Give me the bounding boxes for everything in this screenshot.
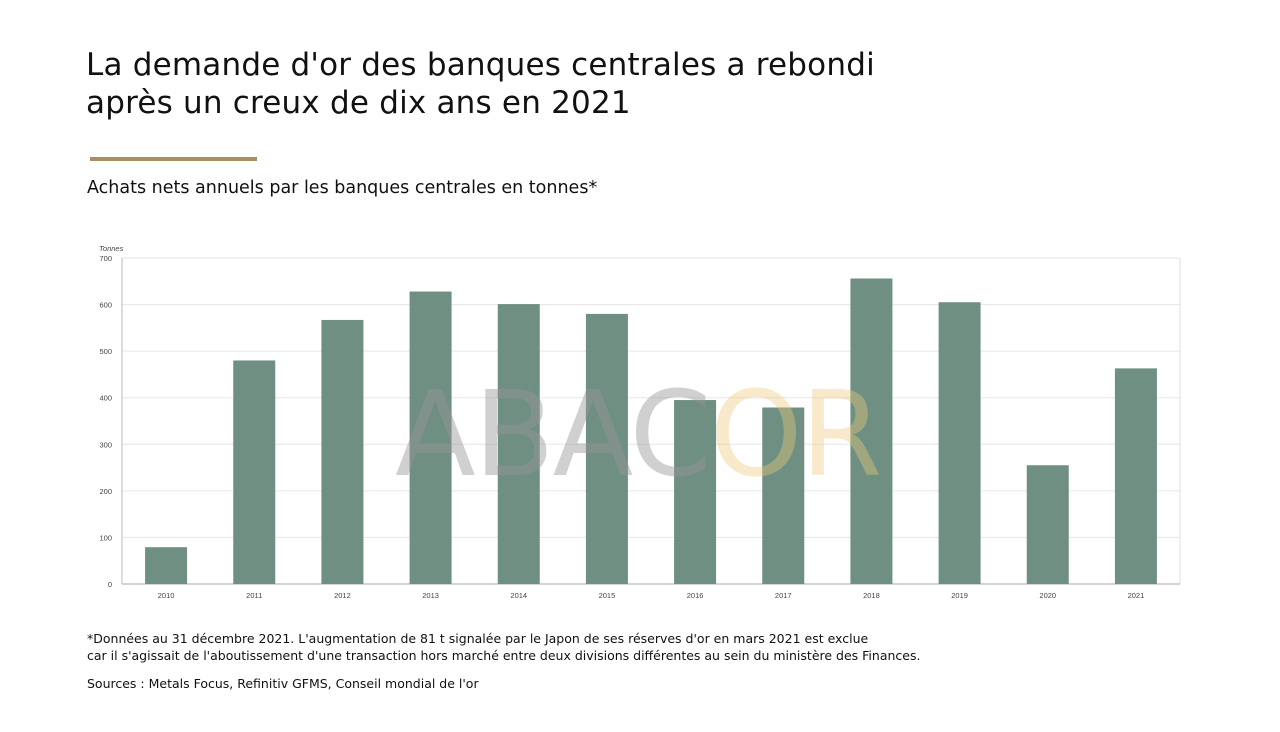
y-axis-label: Tonnes <box>99 244 124 253</box>
x-tick-label: 2016 <box>687 591 704 600</box>
bar-2014 <box>497 304 540 584</box>
x-tick-label: 2013 <box>422 591 439 600</box>
x-tick-label: 2018 <box>863 591 880 600</box>
plot-frame <box>121 257 1181 585</box>
x-tick-label: 2015 <box>599 591 616 600</box>
title-line-1: La demande d'or des banques centrales a … <box>86 47 875 83</box>
bar-2015 <box>585 313 628 584</box>
bar-2021 <box>1114 368 1157 584</box>
x-tick-label: 2019 <box>951 591 968 600</box>
y-tick-label: 0 <box>108 580 112 589</box>
footnote-line-1: *Données au 31 décembre 2021. L'augmenta… <box>87 631 869 646</box>
x-tick-label: 2017 <box>775 591 792 600</box>
x-tick-label: 2020 <box>1039 591 1056 600</box>
y-tick-label: 700 <box>99 254 112 263</box>
accent-rule <box>90 157 257 161</box>
title-line-2: après un creux de dix ans en 2021 <box>86 85 631 121</box>
bar-2019 <box>938 302 981 584</box>
x-tick-label: 2012 <box>334 591 351 600</box>
x-tick-label: 2010 <box>158 591 175 600</box>
sources: Sources : Metals Focus, Refinitiv GFMS, … <box>87 676 479 691</box>
x-tick-label: 2011 <box>246 591 262 600</box>
x-tick-label: 2021 <box>1128 591 1145 600</box>
bar-2013 <box>409 291 452 584</box>
y-tick-label: 300 <box>99 440 112 449</box>
x-tick-label: 2014 <box>510 591 527 600</box>
y-tick-label: 200 <box>99 487 112 496</box>
bar-2016 <box>674 400 717 584</box>
y-tick-label: 100 <box>99 533 112 542</box>
bar-2012 <box>321 319 364 584</box>
chart-subtitle: Achats nets annuels par les banques cent… <box>87 178 598 198</box>
y-tick-label: 500 <box>99 347 112 356</box>
y-tick-label: 600 <box>99 301 112 310</box>
y-tick-label: 400 <box>99 394 112 403</box>
bar-2010 <box>145 547 188 584</box>
footnote-line-2: car il s'agissait de l'aboutissement d'u… <box>87 648 921 663</box>
footnote: *Données au 31 décembre 2021. L'augmenta… <box>87 630 920 664</box>
chart-title: La demande d'or des banques centrales a … <box>86 46 875 122</box>
bar-2017 <box>762 407 805 584</box>
bar-2018 <box>850 278 893 584</box>
bar-2011 <box>233 360 276 584</box>
bar-2020 <box>1026 465 1069 584</box>
